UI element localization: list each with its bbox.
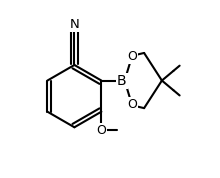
Text: N: N [70, 18, 79, 31]
Text: O: O [96, 124, 106, 137]
Text: B: B [117, 74, 127, 88]
Text: O: O [128, 98, 138, 111]
Text: O: O [128, 50, 138, 63]
